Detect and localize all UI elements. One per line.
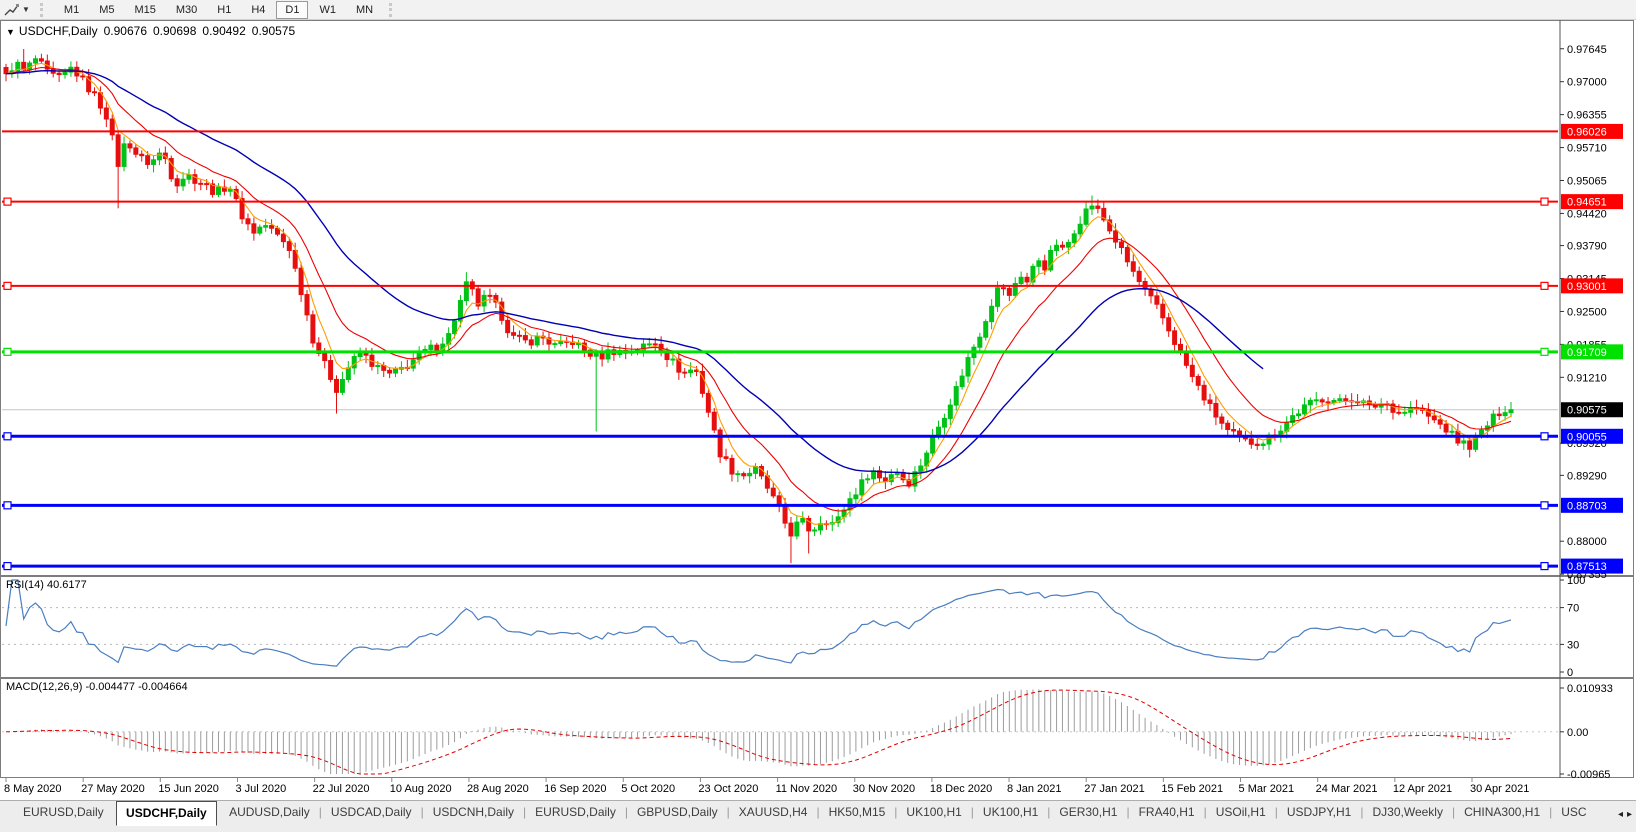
price-chart-panel[interactable]: ▼ USDCHF,Daily 0.90676 0.90698 0.90492 0.9057… <box>0 20 1634 576</box>
timeframe-m1[interactable]: M1 <box>55 1 88 19</box>
chart-tab-usdjpy-h1[interactable]: USDJPY,H1 <box>1286 805 1352 819</box>
chart-tab-eurusd-daily[interactable]: EURUSD,Daily <box>23 805 104 819</box>
caret-down-icon[interactable]: ▼ <box>22 5 30 14</box>
timeframe-buttons: M1 M5 M15 M30 H1 H4 D1 W1 MN <box>54 0 383 19</box>
tab-separator: | <box>1047 805 1051 819</box>
tab-separator: | <box>1451 805 1456 819</box>
timeframe-mn[interactable]: MN <box>347 1 382 19</box>
tab-separator: | <box>970 805 974 819</box>
chart-tab-uk100-h1[interactable]: UK100,H1 <box>982 805 1039 819</box>
tab-separator: | <box>420 805 424 819</box>
time-axis[interactable] <box>0 778 1636 800</box>
tab-separator: | <box>1360 805 1364 819</box>
timeframe-h1[interactable]: H1 <box>208 1 240 19</box>
timeframe-m30[interactable]: M30 <box>167 1 206 19</box>
chart-tab-ger30-h1[interactable]: GER30,H1 <box>1059 805 1118 819</box>
toolbar-separator <box>389 2 397 17</box>
chart-tab-usoil-h1[interactable]: USOil,H1 <box>1215 805 1266 819</box>
tab-separator: | <box>523 805 527 819</box>
ohlc-low: 0.90492 <box>202 24 246 38</box>
tab-separator: | <box>1549 805 1553 819</box>
chart-tab-usdchf-daily[interactable]: USDCHF,Daily <box>116 801 217 826</box>
timeframe-w1[interactable]: W1 <box>310 1 345 19</box>
macd-label: MACD(12,26,9) -0.004477 -0.004664 <box>6 681 188 693</box>
symbol-tabbar: EURUSD,Daily USDCHF,Daily AUDUSD,Daily | U… <box>0 800 1636 832</box>
chart-tab-xauusd-h4[interactable]: XAUUSD,H4 <box>738 805 808 819</box>
trendline-tool-icon[interactable] <box>4 3 20 17</box>
tab-separator: | <box>816 805 820 819</box>
tab-separator: | <box>726 805 730 819</box>
ohlc-close: 0.90575 <box>251 24 296 38</box>
chart-tab-audusd-daily[interactable]: AUDUSD,Daily <box>229 805 310 819</box>
chart-tab-usdcad-daily[interactable]: USDCAD,Daily <box>330 805 412 819</box>
toolbar-separator <box>39 2 48 17</box>
timeframe-m5[interactable]: M5 <box>90 1 123 19</box>
tab-scroll-right-icon[interactable]: ▸ <box>1626 809 1632 820</box>
chart-tab-eurusd-daily[interactable]: EURUSD,Daily <box>535 805 616 819</box>
rsi-label: RSI(14) 40.6177 <box>6 579 87 591</box>
chart-tab-usc[interactable]: USC <box>1561 805 1587 819</box>
chart-tab-uk100-h1[interactable]: UK100,H1 <box>906 805 962 819</box>
chart-tab-china300-h1[interactable]: CHINA300,H1 <box>1464 805 1541 819</box>
tab-separator: | <box>1274 805 1278 819</box>
chart-tab-hk50-m15[interactable]: HK50,M15 <box>828 805 886 819</box>
tab-separator: | <box>318 805 322 819</box>
rsi-panel[interactable]: RSI(14) 40.6177 <box>0 576 1634 678</box>
chart-tab-gbpusd-daily[interactable]: GBPUSD,Daily <box>636 805 718 819</box>
tab-separator: | <box>894 805 898 819</box>
tab-scroll-left-icon[interactable]: ◂ <box>1617 809 1623 820</box>
timeframe-d1[interactable]: D1 <box>276 1 309 19</box>
chart-tab-dj30-weekly[interactable]: DJ30,Weekly <box>1372 805 1443 819</box>
chart-symbol: USDCHF,Daily <box>18 24 98 38</box>
chart-menu-icon[interactable]: ▼ <box>6 27 15 37</box>
tab-separator: | <box>624 805 628 819</box>
timeframe-h4[interactable]: H4 <box>242 1 274 19</box>
tab-scroll-arrows: ◂ ▸ <box>1616 804 1634 822</box>
tab-separator: | <box>1126 805 1130 819</box>
chart-tab-fra40-h1[interactable]: FRA40,H1 <box>1138 805 1195 819</box>
ohlc-open: 0.90676 <box>103 24 147 38</box>
chart-tab-usdcnh-daily[interactable]: USDCNH,Daily <box>432 805 515 819</box>
timeframe-toolbar: ▼ M1 M5 M15 M30 H1 H4 D1 W1 MN <box>0 0 1636 20</box>
ohlc-high: 0.90698 <box>153 24 197 38</box>
macd-panel[interactable]: MACD(12,26,9) -0.004477 -0.004664 <box>0 678 1634 778</box>
tab-separator: | <box>1203 805 1207 819</box>
timeframe-m15[interactable]: M15 <box>125 1 164 19</box>
chart-title: ▼ USDCHF,Daily 0.90676 0.90698 0.90492 0.9057… <box>6 24 301 38</box>
